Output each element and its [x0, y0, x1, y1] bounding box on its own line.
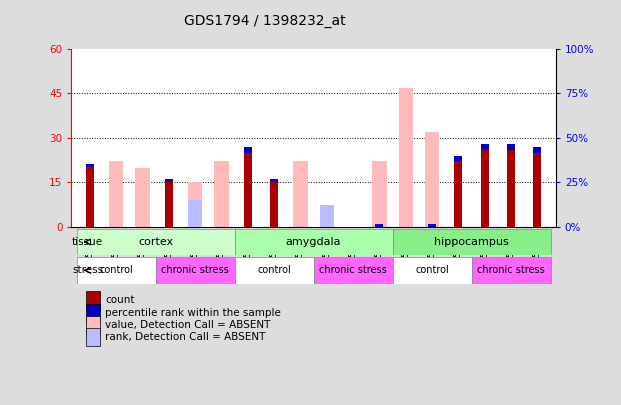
- Bar: [533, 147, 542, 153]
- Bar: [481, 144, 489, 149]
- Bar: [86, 316, 101, 335]
- Bar: [86, 164, 94, 167]
- Bar: [507, 144, 515, 149]
- Bar: [235, 229, 392, 255]
- Bar: [76, 257, 156, 284]
- Text: GDS1794 / 1398232_at: GDS1794 / 1398232_at: [184, 14, 346, 28]
- Text: count: count: [106, 295, 135, 305]
- Bar: [320, 205, 334, 227]
- Bar: [86, 328, 101, 346]
- Bar: [533, 153, 542, 227]
- Bar: [135, 168, 150, 227]
- Bar: [455, 156, 463, 162]
- Bar: [235, 257, 314, 284]
- Bar: [399, 88, 413, 227]
- Bar: [392, 229, 551, 255]
- Bar: [188, 200, 202, 227]
- Bar: [425, 132, 439, 227]
- Text: chronic stress: chronic stress: [319, 265, 387, 275]
- Bar: [270, 182, 278, 227]
- Bar: [270, 179, 278, 182]
- Text: chronic stress: chronic stress: [161, 265, 229, 275]
- Bar: [481, 149, 489, 227]
- Text: cortex: cortex: [138, 237, 173, 247]
- Bar: [392, 257, 471, 284]
- Bar: [86, 304, 101, 322]
- Bar: [244, 153, 252, 227]
- Bar: [214, 161, 229, 227]
- Bar: [376, 224, 383, 227]
- Bar: [428, 224, 436, 227]
- Text: tissue: tissue: [72, 237, 103, 247]
- Text: control: control: [257, 265, 291, 275]
- Text: amygdala: amygdala: [286, 237, 342, 247]
- Bar: [293, 161, 307, 227]
- Bar: [86, 167, 94, 227]
- Bar: [109, 161, 124, 227]
- Text: hippocampus: hippocampus: [434, 237, 509, 247]
- Text: percentile rank within the sample: percentile rank within the sample: [106, 308, 281, 318]
- Bar: [471, 257, 551, 284]
- Text: control: control: [99, 265, 133, 275]
- Bar: [314, 257, 392, 284]
- Bar: [188, 182, 202, 227]
- Bar: [86, 291, 101, 309]
- Text: chronic stress: chronic stress: [477, 265, 545, 275]
- Bar: [507, 149, 515, 227]
- Text: control: control: [415, 265, 449, 275]
- Text: value, Detection Call = ABSENT: value, Detection Call = ABSENT: [106, 320, 271, 330]
- Bar: [455, 162, 463, 227]
- Text: rank, Detection Call = ABSENT: rank, Detection Call = ABSENT: [106, 332, 266, 342]
- Bar: [165, 179, 173, 182]
- Text: stress: stress: [72, 265, 103, 275]
- Bar: [156, 257, 235, 284]
- Bar: [244, 147, 252, 153]
- Bar: [76, 229, 235, 255]
- Bar: [372, 161, 387, 227]
- Bar: [165, 182, 173, 227]
